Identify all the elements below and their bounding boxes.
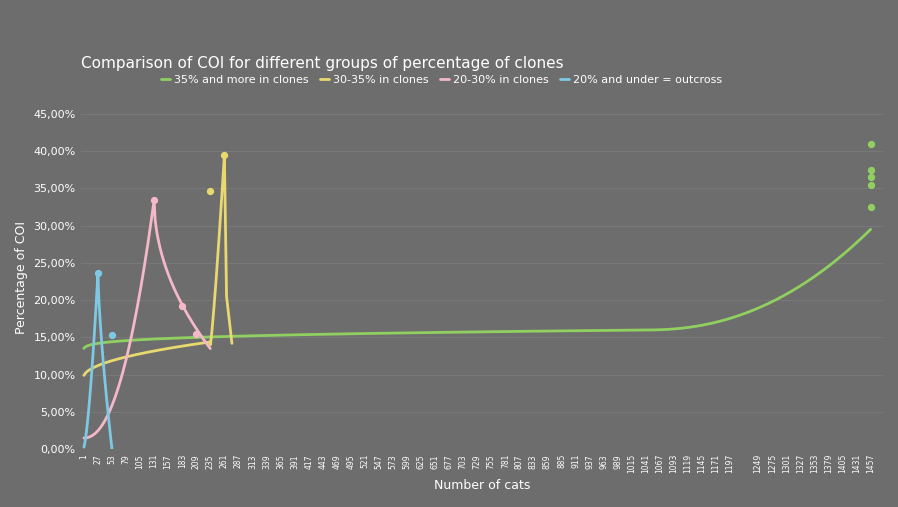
20-30% in clones bbox=[78, 435, 89, 441]
30-35% in clones bbox=[226, 340, 237, 346]
20% and under = outcross bbox=[101, 401, 112, 407]
Text: Comparison of COI for different groups of percentage of clones: Comparison of COI for different groups o… bbox=[81, 56, 563, 70]
30-35% in clones bbox=[219, 152, 230, 158]
20-30% in clones bbox=[101, 415, 111, 421]
20% and under = outcross bbox=[78, 444, 89, 450]
30-35% in clones bbox=[221, 294, 232, 300]
Point bbox=[147, 196, 162, 204]
30-35% in clones bbox=[220, 226, 231, 232]
Point bbox=[863, 139, 877, 148]
30-35% in clones bbox=[221, 286, 232, 292]
20-30% in clones bbox=[85, 433, 96, 439]
20-30% in clones bbox=[83, 434, 93, 441]
Line: 35% and more in clones: 35% and more in clones bbox=[84, 229, 870, 348]
Line: 20% and under = outcross: 20% and under = outcross bbox=[84, 273, 112, 449]
Line: 30-35% in clones: 30-35% in clones bbox=[84, 155, 232, 375]
Point bbox=[863, 166, 877, 174]
20% and under = outcross bbox=[92, 276, 103, 282]
35% and more in clones bbox=[78, 345, 89, 351]
Point bbox=[217, 151, 232, 159]
35% and more in clones bbox=[491, 329, 502, 335]
20% and under = outcross bbox=[86, 373, 97, 379]
20% and under = outcross bbox=[84, 395, 95, 402]
35% and more in clones bbox=[752, 306, 762, 312]
20% and under = outcross bbox=[102, 406, 113, 412]
20% and under = outcross bbox=[82, 422, 92, 428]
Legend: 35% and more in clones, 30-35% in clones, 20-30% in clones, 20% and under = outc: 35% and more in clones, 30-35% in clones… bbox=[156, 71, 727, 90]
20-30% in clones bbox=[149, 197, 160, 203]
20-30% in clones bbox=[91, 429, 101, 436]
20-30% in clones bbox=[205, 346, 216, 352]
35% and more in clones bbox=[457, 329, 468, 335]
20-30% in clones bbox=[204, 344, 215, 350]
30-35% in clones bbox=[225, 327, 236, 333]
20% and under = outcross bbox=[107, 446, 118, 452]
35% and more in clones bbox=[689, 323, 700, 330]
X-axis label: Number of cats: Number of cats bbox=[434, 479, 530, 492]
Point bbox=[91, 269, 105, 277]
Point bbox=[175, 302, 189, 310]
20-30% in clones bbox=[140, 258, 151, 264]
Point bbox=[863, 173, 877, 182]
Point bbox=[105, 331, 119, 339]
20% and under = outcross bbox=[92, 270, 103, 276]
Point bbox=[189, 330, 204, 338]
30-35% in clones bbox=[78, 372, 89, 378]
Y-axis label: Percentage of COI: Percentage of COI bbox=[15, 222, 28, 334]
30-35% in clones bbox=[197, 340, 207, 346]
30-35% in clones bbox=[215, 220, 225, 226]
35% and more in clones bbox=[865, 226, 876, 232]
35% and more in clones bbox=[741, 310, 752, 316]
Point bbox=[863, 180, 877, 189]
Line: 20-30% in clones: 20-30% in clones bbox=[84, 200, 210, 438]
Point bbox=[203, 188, 217, 196]
Point bbox=[863, 203, 877, 211]
35% and more in clones bbox=[174, 335, 185, 341]
